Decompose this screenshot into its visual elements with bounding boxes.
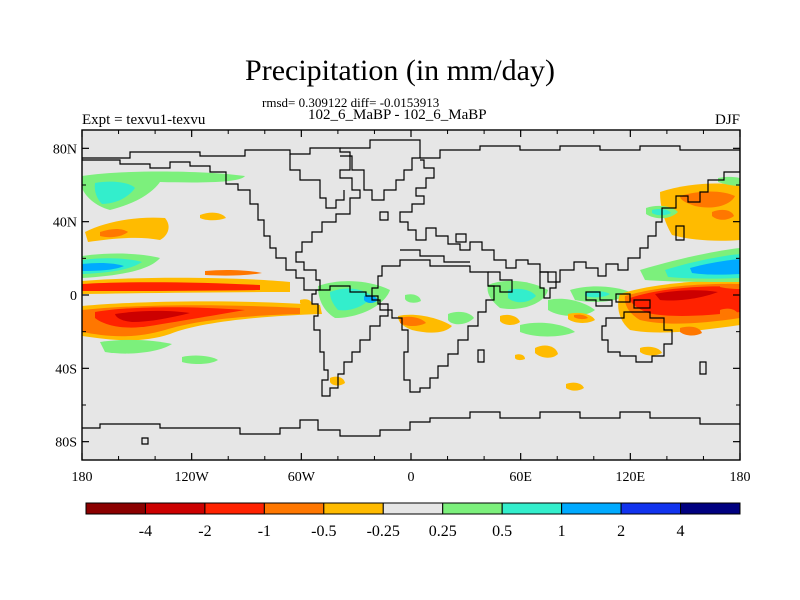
colorbar-swatch bbox=[204, 502, 265, 515]
anomaly-region bbox=[500, 314, 520, 325]
anomaly-region bbox=[182, 355, 218, 365]
lon-tick-label: 180 bbox=[72, 470, 93, 485]
coastline-new-zealand bbox=[699, 361, 707, 375]
colorbar-swatch bbox=[263, 502, 325, 515]
anomaly-region bbox=[405, 294, 421, 303]
anomaly-region bbox=[205, 269, 262, 276]
colorbar-swatch bbox=[85, 502, 146, 515]
coastline-arabia bbox=[488, 271, 513, 293]
colorbar-label: 0.5 bbox=[492, 523, 512, 540]
season-label: DJF bbox=[714, 112, 740, 128]
coastline-small-island bbox=[379, 211, 389, 221]
coastline-small-island bbox=[455, 233, 467, 243]
anomaly-region bbox=[515, 354, 525, 361]
anomaly-region bbox=[712, 209, 734, 220]
colorbar-label: -2 bbox=[198, 523, 211, 540]
colorbar-label: -4 bbox=[139, 523, 152, 540]
anomaly-region bbox=[640, 346, 662, 356]
anomaly-region bbox=[535, 345, 558, 358]
lon-tick-label: 60E bbox=[509, 470, 532, 485]
colorbar-swatch bbox=[382, 502, 444, 515]
anomaly-region bbox=[300, 299, 312, 307]
anomaly-region bbox=[100, 339, 172, 354]
colorbar-label: 1 bbox=[558, 523, 566, 540]
anomaly-region bbox=[680, 191, 735, 208]
coastline-small-island bbox=[141, 437, 149, 445]
colorbar-swatch bbox=[561, 502, 622, 515]
colorbar-swatch bbox=[144, 502, 206, 515]
map-axes: 80N 40N 0 40S 80S 180 120W 60W 0 60E 120E 180 bbox=[53, 130, 751, 485]
coastline-hudson-region bbox=[289, 154, 345, 209]
lat-tick-label: 40N bbox=[53, 216, 77, 231]
lat-tick-label: 0 bbox=[70, 289, 77, 304]
colorbar-swatch bbox=[620, 502, 682, 515]
lat-tick-label: 80S bbox=[55, 436, 77, 451]
lon-tick-label: 180 bbox=[730, 470, 751, 485]
precipitation-field-layer bbox=[82, 171, 740, 391]
coastline-africa bbox=[371, 259, 495, 393]
coastline-india bbox=[539, 271, 557, 299]
colorbar-swatch bbox=[442, 502, 503, 515]
colorbar-label: -1 bbox=[258, 523, 271, 540]
colorbar-label: 0.25 bbox=[429, 523, 457, 540]
coastline-mediterranean bbox=[400, 249, 470, 263]
experiment-label: Expt = texvu1-texvu bbox=[82, 112, 206, 128]
lat-tick-label: 40S bbox=[55, 362, 77, 377]
colorbar-swatch bbox=[680, 502, 741, 515]
anomaly-region bbox=[520, 322, 575, 337]
anomaly-region bbox=[448, 311, 474, 325]
anomaly-region bbox=[100, 229, 128, 238]
anomaly-region bbox=[200, 212, 226, 221]
anomaly-region bbox=[400, 316, 426, 326]
anomaly-region bbox=[655, 290, 718, 301]
colorbar-label: 4 bbox=[677, 523, 685, 540]
anomaly-region bbox=[82, 171, 245, 210]
anomaly-region bbox=[720, 283, 740, 289]
colorbar: -4 -2 -1 -0.5 -0.25 0.25 0.5 1 2 4 bbox=[85, 502, 741, 540]
colorbar-swatch bbox=[323, 502, 384, 515]
anomaly-region bbox=[720, 308, 738, 317]
colorbar-label: -0.5 bbox=[311, 523, 336, 540]
coastline-antarctica bbox=[82, 411, 740, 437]
coastline-greenland bbox=[340, 139, 421, 201]
lon-tick-label: 60W bbox=[288, 470, 316, 485]
lat-tick-label: 80N bbox=[53, 142, 77, 157]
coastline-north-america bbox=[82, 147, 361, 291]
coastline-japan bbox=[675, 225, 685, 241]
anomaly-region bbox=[508, 288, 536, 303]
lon-tick-label: 120E bbox=[616, 470, 646, 485]
lon-tick-label: 120W bbox=[175, 470, 210, 485]
colorbar-label: 2 bbox=[617, 523, 625, 540]
statistics-line: rmsd= 0.309122 diff= -0.0153913 bbox=[262, 95, 440, 110]
coastline-europe-asia bbox=[399, 145, 740, 283]
map-subtitle: 102_6_MaBP - 102_6_MaBP bbox=[308, 107, 487, 123]
anomaly-region bbox=[680, 326, 702, 336]
anomaly-region bbox=[574, 314, 588, 320]
anomaly-region bbox=[94, 181, 135, 204]
anomaly-region bbox=[82, 262, 124, 271]
coastline-layer bbox=[82, 139, 740, 445]
coastline-south-america bbox=[311, 285, 389, 397]
map-title: Precipitation (in mm/day) bbox=[245, 54, 555, 87]
anomaly-region bbox=[82, 282, 260, 291]
colorbar-swatch bbox=[501, 502, 563, 515]
anomaly-region bbox=[566, 382, 584, 391]
coastline-maritime-continent bbox=[585, 291, 651, 309]
anomaly-region bbox=[115, 310, 190, 322]
lon-tick-label: 0 bbox=[408, 470, 415, 485]
coastline-madagascar bbox=[477, 349, 485, 363]
anomaly-region bbox=[690, 259, 740, 275]
anomaly-region bbox=[330, 288, 372, 311]
anomaly-region bbox=[548, 298, 595, 316]
anomaly-region bbox=[364, 295, 378, 303]
coastline-australia bbox=[601, 311, 673, 363]
colorbar-label: -0.25 bbox=[367, 523, 400, 540]
